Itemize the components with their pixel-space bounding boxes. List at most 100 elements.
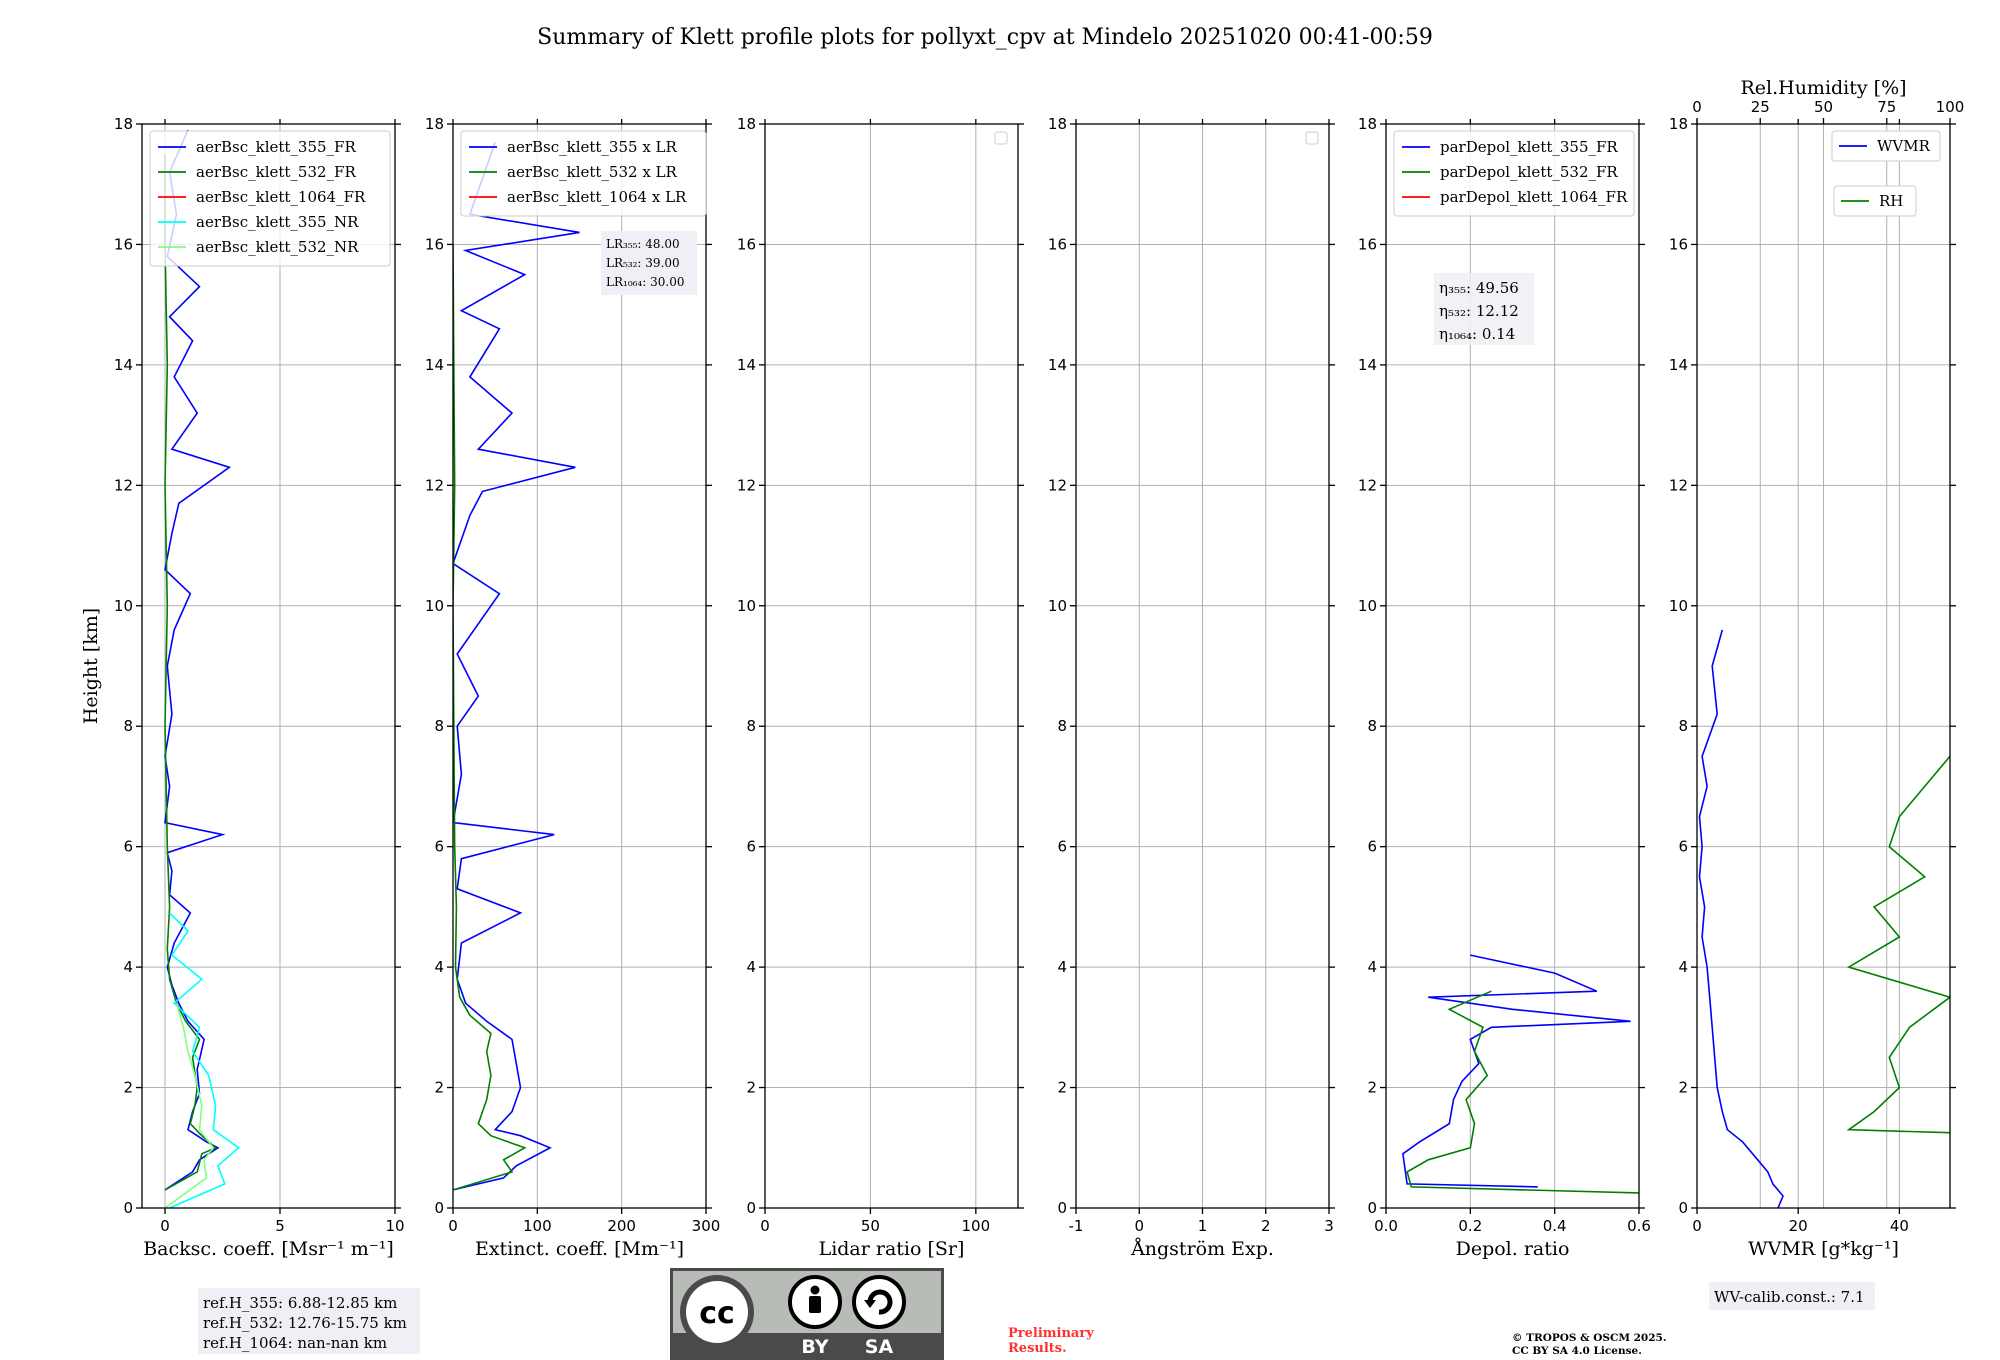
x-axis-label: WVMR [g*kg⁻¹] [1748,1238,1899,1260]
xtick-label: 0 [760,1217,770,1235]
preliminary-line-2: Results. [1008,1341,1067,1356]
ytick-label: 12 [1048,476,1067,494]
series-aerBsc_klett_355_FR [164,129,232,1191]
ytick-label: 0 [1057,1199,1067,1217]
ytick-label: 0 [434,1199,444,1217]
ytick-label: 16 [737,235,756,253]
xtick-label: 100 [523,1217,552,1235]
preliminary-line-1: Preliminary [1008,1326,1094,1341]
ytick-label: 8 [123,717,133,735]
xtick-label: 0 [1134,1217,1144,1235]
ytick-label: 8 [1367,717,1377,735]
cc-logo-text: cc [699,1296,735,1331]
annotation-box [1434,273,1534,345]
top-xtick-label: 0 [1692,98,1702,116]
ytick-label: 12 [114,476,133,494]
xtick-label: 3 [1324,1217,1334,1235]
top-xtick-label: 100 [1936,98,1965,116]
ytick-label: 2 [746,1079,756,1097]
ytick-label: 16 [1669,235,1688,253]
ytick-label: 6 [1678,838,1688,856]
ytick-label: 16 [1048,235,1067,253]
empty-legend-box [1305,131,1319,145]
axes-frame [452,123,707,1209]
y-axis-label: Height [km] [80,608,102,724]
legend-entry: aerBsc_klett_1064_FR [196,188,366,206]
annotation-line: ref.H_532: 12.76-15.75 km [203,1314,407,1332]
ytick-label: 6 [1367,838,1377,856]
xtick-label: 20 [1789,1217,1808,1235]
share-alike-icon [852,1275,906,1329]
copyright-line-1: © TROPOS & OSCM 2025. [1512,1332,1667,1344]
legend-entry: aerBsc_klett_532_FR [196,163,356,181]
ytick-label: 8 [1057,717,1067,735]
legend-entry: parDepol_klett_532_FR [1440,163,1618,181]
ytick-label: 6 [434,838,444,856]
xtick-label: 0 [1692,1217,1702,1235]
xtick-label: 1 [1198,1217,1208,1235]
xtick-label: 5 [275,1217,285,1235]
legend-entry: aerBsc_klett_355_NR [196,213,359,231]
annotation-box [198,1288,420,1354]
legend-entry: RH [1879,192,1903,210]
x-axis-label: Depol. ratio [1456,1238,1570,1260]
ytick-label: 6 [1057,838,1067,856]
ytick-label: 18 [1669,115,1688,133]
xtick-label: 40 [1890,1217,1909,1235]
figure-title: Summary of Klett profile plots for polly… [537,25,1433,50]
ytick-label: 10 [1048,597,1067,615]
ytick-label: 10 [737,597,756,615]
xtick-label: 0 [448,1217,458,1235]
sa-label: SA [865,1336,894,1358]
ytick-label: 2 [1678,1079,1688,1097]
ytick-label: 14 [425,356,444,374]
annotation-line: η₁₀₆₄: 0.14 [1439,325,1515,343]
ytick-label: 0 [1678,1199,1688,1217]
x-axis-label: Ångström Exp. [1130,1238,1274,1260]
ytick-label: 10 [1358,597,1377,615]
xtick-label: 100 [962,1217,991,1235]
axes-frame [141,123,396,1209]
legend-entry: aerBsc_klett_532_NR [196,238,359,256]
ytick-label: 14 [1669,356,1688,374]
ytick-label: 12 [1358,476,1377,494]
ytick-label: 0 [1367,1199,1377,1217]
ytick-label: 12 [737,476,756,494]
cc-license-badge: cc BY SA [670,1268,944,1360]
ytick-label: 10 [1669,597,1688,615]
x-axis-label: Lidar ratio [Sr] [819,1238,965,1260]
annotation-box [1709,1282,1875,1310]
empty-legend-box [994,131,1008,145]
ytick-label: 2 [1057,1079,1067,1097]
ytick-label: 14 [114,356,133,374]
annotation: η₃₅₅: 49.56 η₅₃₂: 12.12 η₁₀₆₄: 0.14 [1434,273,1534,345]
panel-lidar-ratio: 0 2 4 6 8 10 12 14 16 18 0 50 100 Lidar ratio [Sr] [737,115,1024,1260]
ytick-label: 18 [1048,115,1067,133]
xtick-label: 0.2 [1458,1217,1482,1235]
legend: parDepol_klett_355_FR parDepol_klett_532_… [1393,130,1635,217]
panel-extinction: 0 2 4 6 8 10 12 14 16 18 0 100 200 300 Extinct. coeff.… [425,115,720,1260]
ytick-label: 2 [123,1079,133,1097]
legend-box [460,130,707,217]
xtick-label: 300 [692,1217,721,1235]
ytick-label: 18 [1358,115,1377,133]
ytick-label: 14 [1358,356,1377,374]
ytick-label: 0 [746,1199,756,1217]
legend-entry: aerBsc_klett_355_FR [196,138,356,156]
ytick-label: 10 [425,597,444,615]
ytick-label: 8 [1678,717,1688,735]
xtick-label: 0.6 [1627,1217,1651,1235]
series-aerBsc_klett_355_NR [169,912,240,1208]
ytick-label: 2 [434,1079,444,1097]
panel-depolarization: 0 2 4 6 8 10 12 14 16 18 0.0 0.2 0.4 0.6 Depol. ratio p… [1358,115,1651,1260]
annotation: ref.H_355: 6.88-12.85 km ref.H_532: 12.76… [198,1288,420,1354]
top-xtick-label: 75 [1877,98,1896,116]
axes-frame [764,123,1019,1209]
x-axis-label: Backsc. coeff. [Msr⁻¹ m⁻¹] [143,1238,394,1260]
xtick-label: 2 [1261,1217,1271,1235]
ytick-label: 16 [114,235,133,253]
ytick-label: 14 [1048,356,1067,374]
ytick-label: 4 [1057,958,1067,976]
